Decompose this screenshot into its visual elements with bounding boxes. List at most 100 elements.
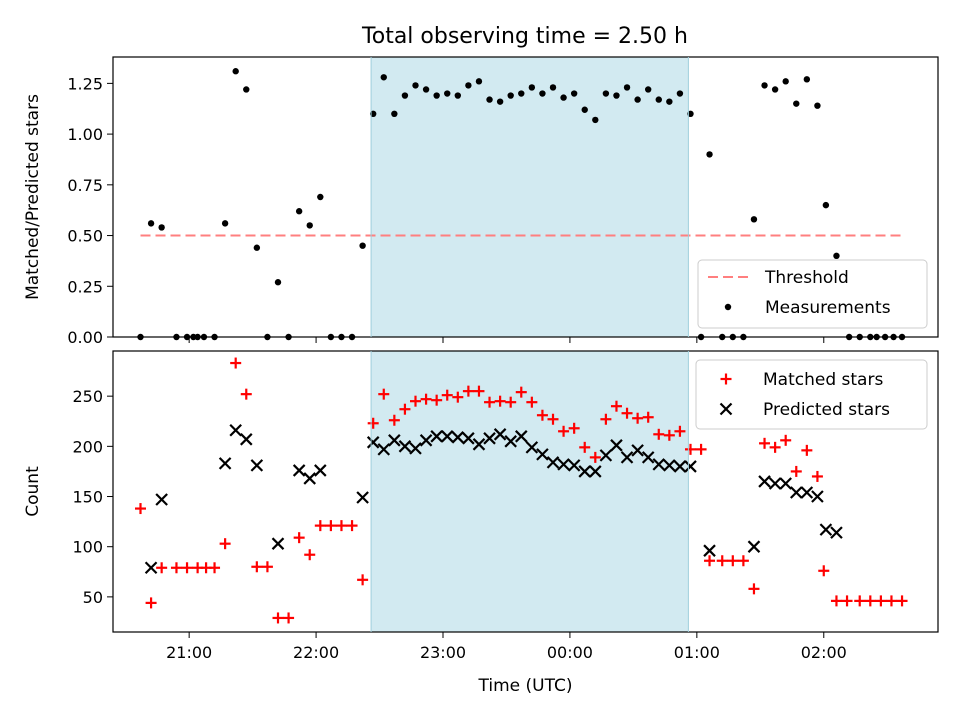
predicted-star-marker: [462, 432, 475, 445]
matched-star-marker: [674, 425, 686, 437]
predicted-star-marker: [758, 475, 771, 488]
predicted-star-marker: [830, 526, 843, 539]
matched-star-marker: [209, 562, 221, 574]
matched-star-marker: [420, 393, 432, 405]
top-x-ticks: [188, 337, 825, 343]
matched-star-marker: [536, 409, 548, 421]
measurement-point: [369, 110, 377, 118]
matched-star-marker: [780, 434, 792, 446]
x-tick-label: 01:00: [674, 643, 720, 662]
matched-star-marker: [790, 465, 802, 477]
matched-star-marker: [526, 396, 538, 408]
matched-star-marker: [335, 520, 347, 532]
predicted-star-marker: [514, 430, 528, 443]
matched-star-marker: [441, 389, 453, 401]
matched-star-marker: [632, 412, 644, 424]
matched-star-marker: [653, 428, 665, 440]
measurement-point: [295, 208, 303, 215]
measurement-point: [833, 252, 840, 260]
matched-star-marker: [378, 388, 390, 400]
measurement-point: [549, 84, 557, 91]
matched-star-marker: [272, 612, 284, 624]
matched-star-marker: [357, 574, 369, 586]
matched-star-marker: [494, 395, 506, 407]
predicted-star-marker: [620, 451, 634, 464]
matched-star-marker: [156, 562, 168, 574]
predicted-star-marker: [525, 441, 539, 454]
measurement-point: [465, 82, 472, 89]
matched-star-marker: [135, 503, 146, 515]
legend-matched-label: Matched stars: [763, 370, 883, 390]
predicted-star-marker: [779, 477, 792, 490]
matched-star-marker: [325, 520, 337, 532]
x-axis-label: Time (UTC): [478, 676, 573, 696]
measurement-point: [518, 90, 525, 97]
measurement-point: [232, 68, 239, 75]
matched-star-marker: [462, 385, 474, 397]
matched-star-marker: [515, 386, 527, 398]
measurement-point: [814, 102, 821, 109]
matched-star-marker: [314, 520, 326, 532]
measurement-point: [644, 86, 652, 93]
y-tick-label: 1.00: [67, 125, 103, 144]
predicted-star-marker: [536, 448, 549, 461]
predicted-star-marker: [631, 444, 644, 457]
measurement-point: [793, 100, 800, 107]
measurement-point: [454, 92, 462, 99]
measurement-point: [444, 90, 451, 97]
matched-star-marker: [885, 595, 897, 607]
matched-star-marker: [864, 595, 876, 607]
predicted-star-marker: [472, 438, 486, 451]
legend-box: [695, 359, 928, 430]
predicted-star-marker: [567, 459, 581, 472]
legend-box: [697, 259, 928, 329]
y-tick-label: 0.50: [67, 227, 103, 246]
matched-star-marker: [818, 565, 830, 577]
measurement-point: [317, 193, 324, 201]
measurement-point: [634, 96, 641, 103]
matched-star-marker: [621, 407, 633, 419]
predicted-star-marker: [819, 523, 833, 536]
bottom-shaded-region: [371, 351, 689, 632]
legend-threshold-label: Threshold: [764, 268, 849, 288]
measurement-point: [147, 220, 155, 227]
matched-star-marker: [704, 555, 716, 567]
predicted-star-marker: [504, 435, 517, 448]
bottom-panel: 50 100 150 200 250 21:00 22:00 23:00 00:00 01:00…: [23, 350, 939, 696]
predicted-star-marker: [229, 424, 242, 437]
matched-star-marker: [568, 422, 580, 434]
matched-star-marker: [484, 396, 496, 408]
x-tick-label: 02:00: [801, 643, 847, 662]
count-points: [135, 357, 908, 624]
predicted-star-marker: [239, 433, 253, 446]
matched-star-marker: [589, 451, 601, 463]
y-tick-label: 50: [83, 588, 103, 607]
measurement-point: [475, 78, 483, 85]
predicted-star-marker: [546, 456, 560, 469]
top-panel: 0.00 0.25 0.50 0.75 1.00 1.25 Matched/Predict…: [23, 56, 939, 347]
predicted-star-marker: [483, 432, 496, 445]
matched-star-marker: [399, 403, 411, 415]
predicted-star-marker: [578, 465, 592, 478]
measurement-point: [412, 82, 419, 89]
measurement-point: [243, 86, 250, 93]
predicted-star-marker: [719, 402, 733, 416]
predicted-star-marker: [398, 440, 412, 453]
x-tick-label: 23:00: [420, 643, 466, 662]
y-tick-label: 1.25: [67, 74, 103, 93]
predicted-star-marker: [641, 451, 655, 464]
predicted-star-marker: [703, 544, 716, 557]
y-tick-label: 0.75: [67, 176, 103, 195]
predicted-star-marker: [599, 449, 613, 462]
measurement-point: [422, 86, 430, 93]
y-tick-label: 150: [72, 488, 103, 507]
matched-star-marker: [346, 520, 358, 532]
predicted-star-marker: [366, 436, 380, 449]
matched-star-marker: [473, 385, 485, 397]
matched-star-marker: [875, 595, 887, 607]
matched-star-marker: [181, 562, 193, 574]
legend-measurements-label: Measurements: [765, 298, 891, 318]
predicted-star-marker: [673, 460, 687, 473]
predicted-star-marker: [388, 434, 401, 447]
measurement-point: [761, 82, 768, 89]
